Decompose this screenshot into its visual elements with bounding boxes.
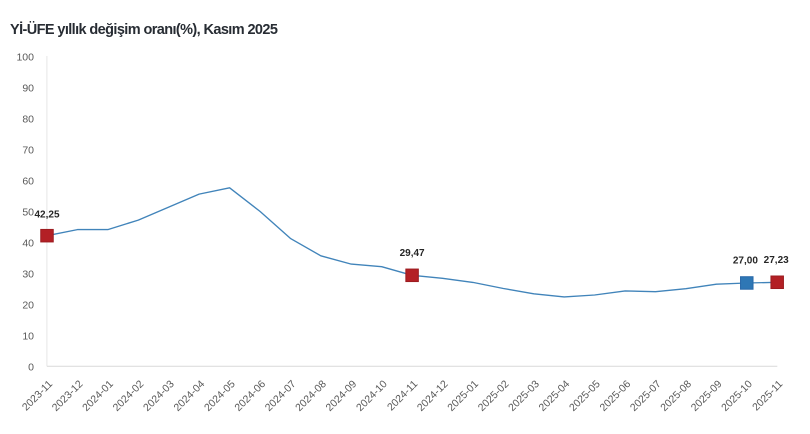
svg-text:30: 30 [22, 268, 34, 280]
svg-text:27,23: 27,23 [764, 255, 789, 266]
svg-text:60: 60 [22, 175, 34, 187]
svg-text:27,00: 27,00 [733, 256, 758, 267]
svg-text:50: 50 [22, 206, 34, 218]
svg-text:20: 20 [22, 299, 34, 311]
svg-text:90: 90 [22, 82, 34, 94]
svg-text:70: 70 [22, 144, 34, 156]
svg-text:80: 80 [22, 113, 34, 125]
svg-text:0: 0 [28, 361, 34, 373]
svg-text:Yİ-ÜFE yıllık değişim oranı(%): Yİ-ÜFE yıllık değişim oranı(%), Kasım 20… [10, 21, 278, 38]
svg-text:42,25: 42,25 [34, 209, 59, 220]
svg-text:29,47: 29,47 [400, 248, 425, 259]
svg-text:100: 100 [16, 51, 34, 63]
svg-text:40: 40 [22, 237, 34, 249]
svg-text:10: 10 [22, 330, 34, 342]
